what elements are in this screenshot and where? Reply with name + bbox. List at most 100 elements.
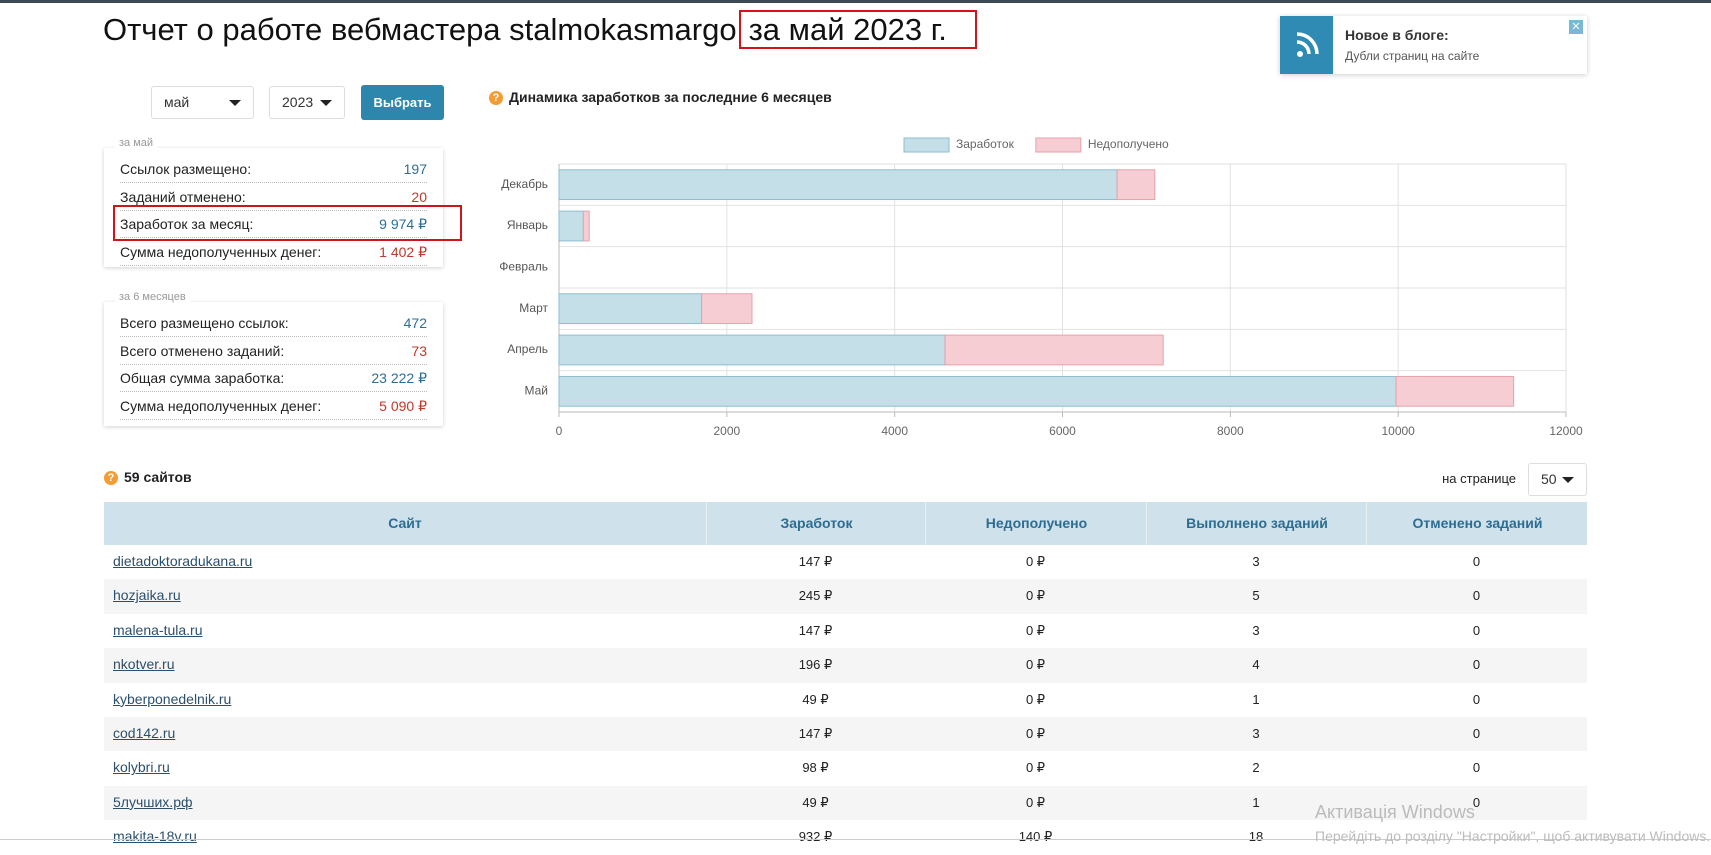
highlight-box bbox=[113, 205, 462, 241]
blog-text[interactable]: Дубли страниц на сайте bbox=[1345, 49, 1480, 63]
table-cell: 5 bbox=[1252, 588, 1260, 604]
table-cell: 0 ₽ bbox=[1025, 657, 1046, 673]
year-value: 2023 bbox=[282, 94, 314, 110]
table-cell: 0 ₽ bbox=[1025, 588, 1046, 604]
summary-row: Всего отменено заданий: 73 bbox=[120, 338, 427, 365]
y-tick-label: Февраль bbox=[499, 260, 548, 274]
summary-label: Ссылок размещено: bbox=[120, 161, 252, 177]
bar bbox=[558, 375, 1397, 407]
summary-value: 1 402 ₽ bbox=[379, 243, 427, 260]
table-cell: 0 bbox=[1472, 554, 1481, 569]
x-tick-label: 8000 bbox=[1217, 424, 1244, 438]
x-tick-label: 4000 bbox=[881, 424, 908, 438]
legend-label: Недополучено bbox=[1088, 137, 1169, 151]
table-cell: 0 ₽ bbox=[1025, 760, 1046, 776]
top-bar bbox=[0, 0, 1711, 3]
site-link[interactable]: 5лучших.рф bbox=[113, 793, 193, 810]
table-cell: 0 bbox=[1472, 622, 1481, 638]
table-cell: 147 ₽ bbox=[798, 726, 833, 741]
per-page-select[interactable]: 50 bbox=[1528, 463, 1587, 496]
table-row: nkotver.ru 196 ₽ 0 ₽ 4 0 bbox=[104, 648, 1587, 683]
summary-label: Всего размещено ссылок: bbox=[120, 315, 289, 331]
site-link[interactable]: kolybri.ru bbox=[113, 759, 170, 776]
table-cell: 4 bbox=[1252, 657, 1260, 673]
submit-button[interactable]: Выбрать bbox=[361, 85, 444, 120]
summary-label: Сумма недополученных денег: bbox=[120, 243, 322, 260]
site-link[interactable]: hozjaika.ru bbox=[113, 587, 181, 604]
title-text: Отчет о работе вебмастера stalmokasmargo bbox=[103, 12, 737, 47]
column-header: Отменено заданий bbox=[1366, 502, 1588, 545]
y-tick-label: Январь bbox=[507, 218, 548, 232]
column-header: Сайт bbox=[388, 515, 422, 531]
summary-label: Заработок за месяц: bbox=[120, 216, 254, 232]
count-label: 59 сайтов bbox=[124, 469, 192, 485]
summary-row: Всего размещено ссылок: 472 bbox=[120, 310, 427, 337]
bar bbox=[1116, 169, 1156, 201]
table-cell: 3 bbox=[1252, 622, 1260, 638]
table-cell: 49 ₽ bbox=[802, 794, 829, 810]
y-tick-label: Март bbox=[519, 301, 548, 315]
site-link[interactable]: kyberponedelnik.ru bbox=[113, 690, 232, 707]
table-header: Сайт Заработок Недополучено Выполнено задан… bbox=[104, 502, 1587, 545]
table-cell: 245 ₽ bbox=[798, 588, 833, 604]
site-link[interactable]: malena-tula.ru bbox=[113, 621, 203, 638]
table-cell: 3 bbox=[1252, 554, 1260, 569]
table-cell: 1 bbox=[1252, 691, 1260, 707]
site-link[interactable]: makita-18v.ru bbox=[113, 828, 197, 845]
summary-value: 9 974 ₽ bbox=[379, 216, 427, 232]
summary-value: 23 222 ₽ bbox=[371, 370, 427, 386]
table-cell: 147 ₽ bbox=[798, 554, 833, 569]
table-row: dietadoktoradukana.ru 147 ₽ 0 ₽ 3 0 bbox=[104, 545, 1587, 580]
table-cell: 0 ₽ bbox=[1025, 726, 1046, 741]
year-select[interactable]: 2023 bbox=[269, 86, 345, 119]
page-title: Отчет о работе вебмастера stalmokasmargo… bbox=[103, 10, 977, 49]
table-cell: 0 bbox=[1472, 657, 1481, 673]
table-row: malena-tula.ru 147 ₽ 0 ₽ 3 0 bbox=[104, 613, 1587, 649]
sites-table: Сайт Заработок Недополучено Выполнено задан… bbox=[104, 502, 1587, 855]
summary-month: Ссылок размещено: 197 Заданий отменено: 20 З… bbox=[104, 148, 443, 267]
column-header: Заработок bbox=[706, 502, 926, 545]
summary-value: 20 bbox=[411, 188, 427, 205]
site-link[interactable]: nkotver.ru bbox=[113, 656, 175, 673]
summary-value: 5 090 ₽ bbox=[379, 397, 427, 414]
table-row: hozjaika.ru 245 ₽ 0 ₽ 5 0 bbox=[104, 579, 1587, 614]
summary-label: Заданий отменено: bbox=[120, 188, 246, 205]
table-cell: 0 ₽ bbox=[1025, 554, 1046, 569]
summary-month-label: за май bbox=[115, 137, 158, 149]
site-link[interactable]: cod142.ru bbox=[113, 725, 176, 741]
month-select[interactable]: май bbox=[151, 86, 254, 119]
table-cell: 0 ₽ bbox=[1025, 622, 1046, 638]
table-row: cod142.ru 147 ₽ 0 ₽ 3 0 bbox=[104, 717, 1587, 752]
site-link[interactable]: dietadoktoradukana.ru bbox=[113, 553, 253, 569]
watermark-text: Перейдіть до розділу "Настройки", щоб ак… bbox=[1315, 828, 1711, 844]
blog-notification[interactable]: Новое в блоге: Дубли страниц на сайте ✕ bbox=[1280, 16, 1587, 74]
sites-count: ? 59 сайтов bbox=[104, 469, 192, 485]
x-tick-label: 10000 bbox=[1381, 424, 1415, 438]
bar bbox=[558, 210, 584, 242]
legend-swatch bbox=[903, 137, 950, 153]
table-cell: 18 bbox=[1248, 829, 1264, 845]
y-tick-label: Апрель bbox=[507, 342, 548, 356]
close-button[interactable]: ✕ bbox=[1569, 20, 1583, 34]
bar bbox=[1395, 375, 1515, 407]
table-cell: 49 ₽ bbox=[802, 691, 829, 707]
table-cell: 140 ₽ bbox=[1018, 829, 1053, 845]
bar bbox=[944, 334, 1164, 366]
legend-swatch bbox=[1035, 137, 1082, 153]
table-row: 5лучших.рф 49 ₽ 0 ₽ 1 0 bbox=[104, 785, 1587, 821]
table-cell: 3 bbox=[1252, 726, 1260, 741]
bar bbox=[558, 293, 703, 325]
column-header: Недополучено bbox=[925, 502, 1147, 545]
table-cell: 98 ₽ bbox=[802, 760, 829, 776]
bar bbox=[558, 334, 946, 366]
bar bbox=[701, 293, 753, 325]
column-header: Выполнено заданий bbox=[1146, 502, 1367, 545]
summary-row: Общая сумма заработка: 23 222 ₽ bbox=[120, 365, 427, 392]
table-cell: 0 ₽ bbox=[1025, 691, 1046, 707]
table-cell: 147 ₽ bbox=[798, 622, 833, 638]
y-tick-label: Май bbox=[524, 384, 548, 398]
summary-row: Сумма недополученных денег: 5 090 ₽ bbox=[120, 393, 427, 420]
table-cell: 0 ₽ bbox=[1025, 794, 1046, 810]
